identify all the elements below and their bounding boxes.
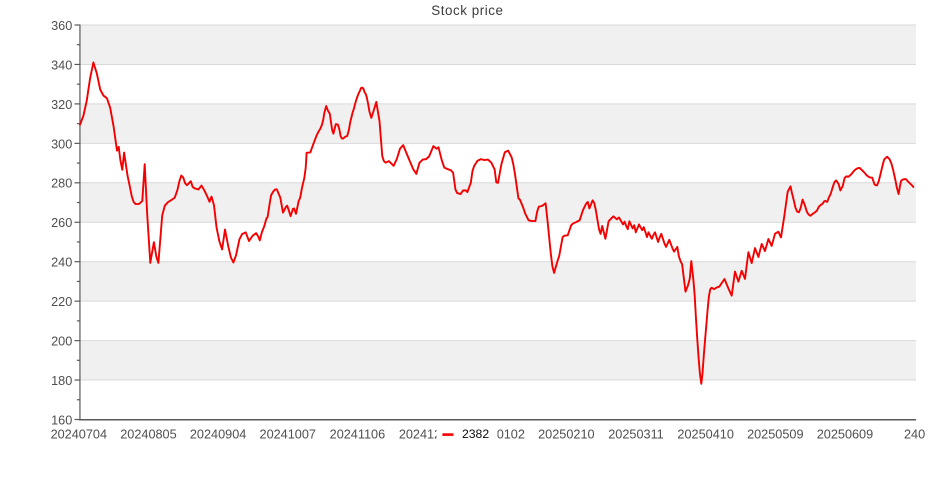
svg-text:240: 240 xyxy=(51,256,72,270)
svg-text:260: 260 xyxy=(51,216,72,230)
svg-text:280: 280 xyxy=(51,177,72,191)
svg-text:220: 220 xyxy=(51,295,72,309)
svg-text:200: 200 xyxy=(51,335,72,349)
svg-text:160: 160 xyxy=(51,413,72,427)
svg-text:20240805: 20240805 xyxy=(120,428,176,442)
svg-text:20250609: 20250609 xyxy=(817,428,873,442)
svg-text:180: 180 xyxy=(51,374,72,388)
svg-text:20250311: 20250311 xyxy=(608,428,664,442)
svg-text:360: 360 xyxy=(51,19,72,33)
svg-text:300: 300 xyxy=(51,137,72,151)
svg-text:20250410: 20250410 xyxy=(677,428,733,442)
svg-text:20241007: 20241007 xyxy=(260,428,316,442)
svg-text:340: 340 xyxy=(51,58,72,72)
svg-text:20241106: 20241106 xyxy=(330,428,386,442)
svg-text:20250210: 20250210 xyxy=(538,428,594,442)
svg-text:20250509: 20250509 xyxy=(747,428,803,442)
svg-text:320: 320 xyxy=(51,98,72,112)
svg-text:20240904: 20240904 xyxy=(190,428,246,442)
svg-text:Stock price: Stock price xyxy=(431,3,503,18)
svg-text:240: 240 xyxy=(904,428,925,442)
svg-text:2382: 2382 xyxy=(462,427,489,441)
svg-text:20240704: 20240704 xyxy=(51,428,107,442)
